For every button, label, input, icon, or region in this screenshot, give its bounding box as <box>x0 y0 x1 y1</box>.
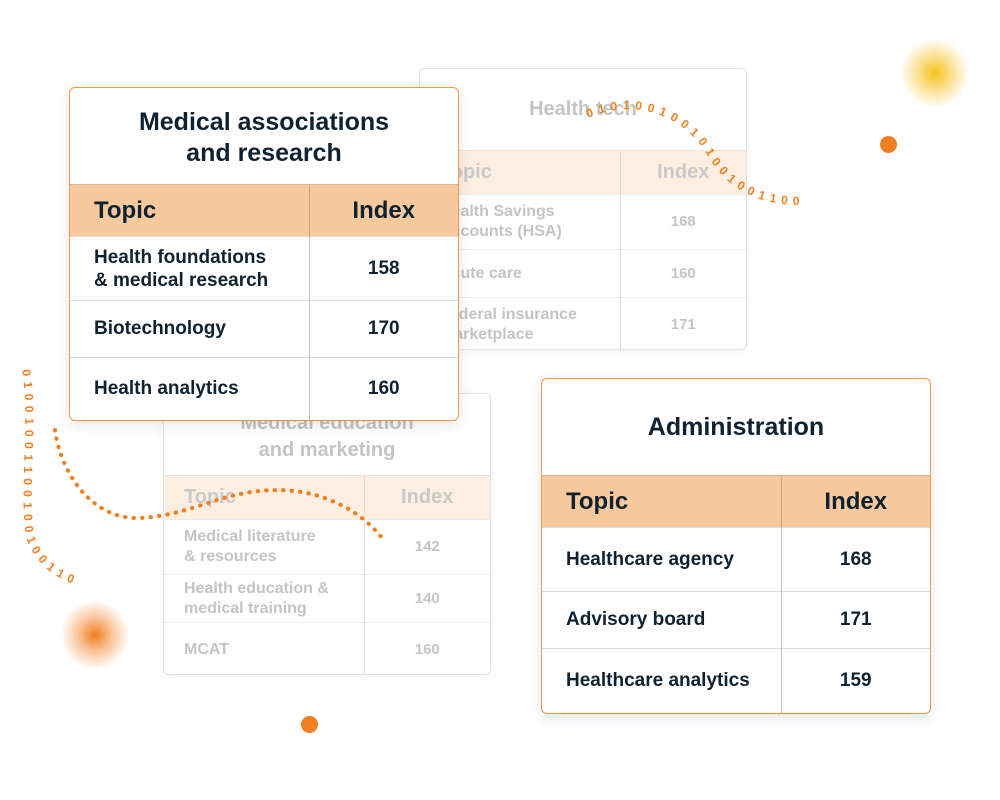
topic-cell: Health education & medical training <box>164 574 364 623</box>
medical-associations-card: Medical associations and research Topic … <box>69 87 459 421</box>
topic-cell: Medical literature & resources <box>164 519 364 575</box>
card-title: Administration <box>647 412 825 441</box>
topic-cell: Biotechnology <box>70 300 309 358</box>
index-cell: 159 <box>780 648 930 713</box>
index-cell: 160 <box>308 357 458 420</box>
topic-cell: Health analytics <box>70 357 309 420</box>
topic-column-header: Topic <box>542 475 781 528</box>
medical-education-card: Medical education and marketing Topic In… <box>163 393 491 675</box>
card-title: Medical associations and research <box>138 108 390 167</box>
table-row: Medical literature & resources 142 <box>164 519 490 575</box>
binary-text-top: 0 1 0 1 0 0 1 0 0 1 0 1 0 0 1 0 0 1 1 0 … <box>584 98 800 208</box>
topic-cell: MCAT <box>164 622 364 674</box>
medical-associations-table: Topic Index Health foundations & medical… <box>70 184 458 420</box>
index-cell: 142 <box>363 519 490 575</box>
topic-cell: Healthcare agency <box>542 527 781 592</box>
topic-column-header: Topic <box>70 184 309 237</box>
table-row: Healthcare agency 168 <box>542 527 930 592</box>
index-cell: 158 <box>308 236 458 301</box>
index-column-header: Index <box>619 150 746 195</box>
table-row: MCAT 160 <box>164 622 490 674</box>
orange-glow-decoration <box>60 600 130 670</box>
table-row: Health foundations & medical research 15… <box>70 236 458 301</box>
index-column-header: Index <box>780 475 930 528</box>
index-cell: 171 <box>780 591 930 649</box>
topic-column-header: Topic <box>164 475 364 520</box>
card-title: Health tech <box>529 98 637 120</box>
table-row: Health analytics 160 <box>70 357 458 420</box>
yellow-glow-decoration <box>900 38 970 108</box>
table-row: Health education & medical training 140 <box>164 574 490 623</box>
topic-cell: Advisory board <box>542 591 781 649</box>
table-row: Healthcare analytics 159 <box>542 648 930 713</box>
index-cell: 170 <box>308 300 458 358</box>
table-row: Biotechnology 170 <box>70 300 458 358</box>
administration-table: Topic Index Healthcare agency 168 Adviso… <box>542 475 930 713</box>
index-column-header: Index <box>308 184 458 237</box>
index-cell: 168 <box>780 527 930 592</box>
index-cell: 140 <box>363 574 490 623</box>
orange-dot-decoration <box>301 716 318 733</box>
index-cell: 171 <box>619 297 746 349</box>
index-cell: 160 <box>363 622 490 674</box>
topic-cell: Healthcare analytics <box>542 648 781 713</box>
orange-dot-decoration <box>880 136 897 153</box>
index-cell: 168 <box>619 194 746 250</box>
table-row: Advisory board 171 <box>542 591 930 649</box>
index-column-header: Index <box>363 475 490 520</box>
administration-card: Administration Topic Index Healthcare ag… <box>541 378 931 714</box>
index-cell: 160 <box>619 249 746 298</box>
topic-cell: Health foundations & medical research <box>70 236 309 301</box>
medical-education-table: Topic Index Medical literature & resourc… <box>164 475 490 674</box>
svg-text:0 1 0 1 0 0 1 0 0 1 0 1 0 0 1: 0 1 0 1 0 0 1 0 0 1 0 1 0 0 1 0 0 1 1 0 … <box>584 98 801 208</box>
